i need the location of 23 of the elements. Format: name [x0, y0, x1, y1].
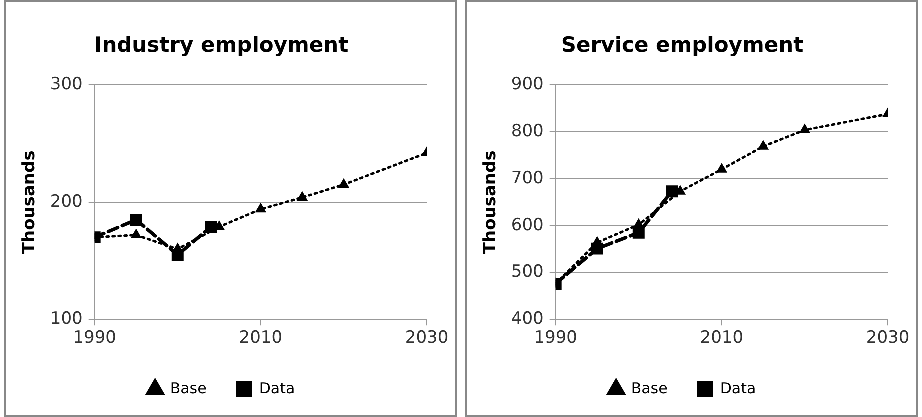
y-tick-label: 300 — [50, 74, 83, 95]
y-axis-title: Thousands — [480, 150, 501, 254]
chart-title: Service employment — [561, 33, 804, 58]
x-tick-label: 1990 — [73, 328, 116, 348]
y-tick-label: 100 — [50, 309, 83, 330]
legend-label: Base — [170, 379, 207, 398]
x-tick-label: 2010 — [700, 328, 744, 348]
legend-label: Base — [631, 379, 668, 398]
x-tick-label: 1990 — [534, 328, 578, 348]
y-tick-label: 600 — [511, 215, 544, 236]
y-tick-label: 800 — [511, 122, 544, 142]
legend-label: Data — [720, 379, 756, 398]
x-tick-label: 2030 — [405, 328, 449, 348]
y-tick-label: 200 — [50, 192, 83, 212]
y-axis-title: Thousands — [20, 150, 40, 254]
legend-label: Data — [259, 379, 296, 398]
y-tick-label: 900 — [511, 74, 544, 95]
x-tick-label: 2010 — [239, 328, 283, 348]
x-tick-label: 2030 — [866, 328, 910, 348]
y-tick-label: 500 — [511, 262, 544, 282]
chart-title: Industry employment — [94, 33, 349, 58]
y-tick-label: 700 — [511, 168, 544, 188]
y-tick-label: 400 — [511, 309, 544, 330]
